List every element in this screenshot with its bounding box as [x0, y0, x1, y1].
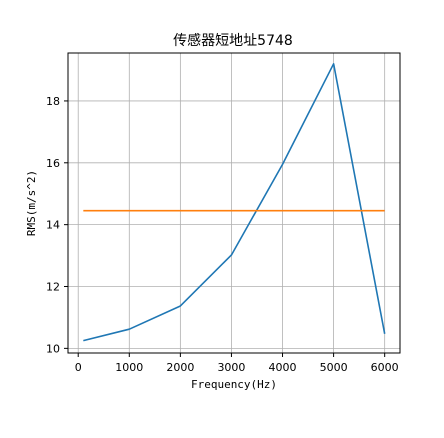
x-tick-label: 4000: [269, 361, 297, 374]
x-axis-label: Frequency(Hz): [191, 378, 277, 391]
x-tick-label: 6000: [371, 361, 399, 374]
y-axis-label: RMS(m/s^2): [25, 170, 38, 236]
axis-ticks: 0 1000 2000 3000 4000 5000 6000 10 12 14 16 18: [46, 95, 399, 374]
x-tick-label: 1000: [115, 361, 143, 374]
series-lines: [83, 63, 386, 342]
grid-lines: [68, 53, 400, 353]
plot-frame: [67, 52, 401, 354]
series-line-1: [83, 63, 386, 342]
chart-title: 传感器短地址5748: [173, 32, 293, 49]
x-tick-label: 0: [75, 361, 82, 374]
x-tick-label: 2000: [166, 361, 194, 374]
x-tick-label: 3000: [217, 361, 245, 374]
y-tick-label: 18: [46, 95, 60, 108]
y-tick-label: 12: [46, 281, 60, 294]
x-tick-label: 5000: [320, 361, 348, 374]
y-tick-label: 16: [46, 157, 60, 170]
y-tick-label: 14: [46, 219, 60, 232]
y-tick-label: 10: [46, 342, 60, 355]
